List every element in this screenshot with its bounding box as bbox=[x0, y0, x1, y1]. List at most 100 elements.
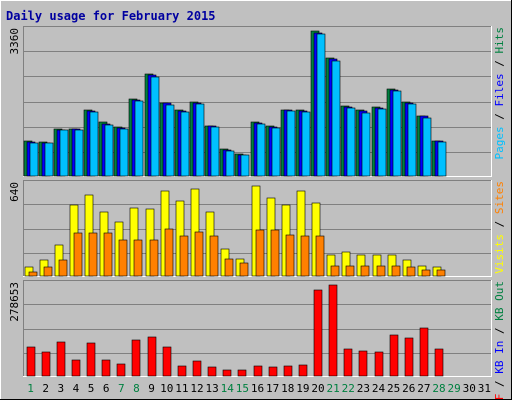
bar-pages-day-23 bbox=[361, 112, 371, 177]
bar-sites-day-8 bbox=[133, 239, 143, 277]
bar-sites-day-27 bbox=[421, 269, 431, 277]
x-tick-label-day-2: 2 bbox=[42, 382, 49, 395]
bar-pages-day-16 bbox=[256, 123, 266, 177]
x-tick-label-day-12: 12 bbox=[190, 382, 203, 395]
bar-sites-day-21 bbox=[330, 265, 340, 277]
legend-item: Files bbox=[493, 73, 506, 106]
bar-pages-day-27 bbox=[422, 117, 432, 177]
bar-sites-day-22 bbox=[345, 265, 355, 277]
bar-sites-day-12 bbox=[194, 231, 204, 277]
bar-kb-f-day-10 bbox=[162, 346, 172, 377]
bar-kb-f-day-28 bbox=[434, 348, 444, 377]
legend-item: Pages bbox=[493, 126, 506, 159]
bar-sites-day-17 bbox=[270, 229, 280, 277]
y-axis-max-label-bottom: 278653 bbox=[8, 282, 21, 322]
bar-kb-f-day-3 bbox=[56, 341, 66, 377]
bar-pages-day-4 bbox=[74, 129, 84, 177]
bar-kb-f-day-25 bbox=[389, 334, 399, 377]
x-tick-label-day-11: 11 bbox=[175, 382, 188, 395]
legend-item: KB F bbox=[493, 394, 506, 400]
bar-pages-day-12 bbox=[195, 103, 205, 177]
x-tick-label-day-16: 16 bbox=[251, 382, 264, 395]
x-tick-label-day-25: 25 bbox=[387, 382, 400, 395]
bar-sites-day-9 bbox=[149, 239, 159, 277]
x-tick-label-day-17: 17 bbox=[266, 382, 279, 395]
bar-kb-f-day-13 bbox=[207, 366, 217, 377]
legend-item: Sites bbox=[493, 181, 506, 214]
bar-pages-day-21 bbox=[331, 60, 341, 177]
bar-kb-f-day-23 bbox=[358, 350, 368, 377]
bar-kb-f-day-16 bbox=[253, 365, 263, 377]
legend-item: Hits bbox=[493, 27, 506, 54]
bar-pages-day-18 bbox=[286, 110, 296, 177]
bar-kb-f-day-19 bbox=[298, 364, 308, 377]
x-tick-label-day-13: 13 bbox=[205, 382, 218, 395]
x-tick-label-day-14: 14 bbox=[221, 382, 235, 395]
x-tick-label-day-28: 28 bbox=[432, 382, 445, 395]
bar-pages-day-10 bbox=[165, 104, 175, 177]
bar-kb-f-day-18 bbox=[283, 365, 293, 377]
bar-kb-f-day-1 bbox=[26, 346, 36, 377]
bar-sites-day-15 bbox=[239, 262, 249, 277]
legend-item: KB Out bbox=[493, 281, 506, 321]
x-tick-label-day-4: 4 bbox=[73, 382, 80, 395]
legend-item: / bbox=[493, 321, 506, 341]
panel-top: 3360 Pages / Files / Hits bbox=[8, 26, 506, 177]
x-tick-label-day-21: 21 bbox=[327, 382, 340, 395]
bar-sites-day-20 bbox=[315, 235, 325, 277]
bar-sites-day-5 bbox=[88, 232, 98, 277]
bar-pages-day-14 bbox=[225, 150, 235, 177]
bar-kb-f-day-14 bbox=[222, 369, 232, 377]
bar-kb-f-day-24 bbox=[374, 351, 384, 377]
x-tick-label-day-3: 3 bbox=[58, 382, 65, 395]
y-axis-max-label-middle: 640 bbox=[8, 182, 21, 202]
legend-item: Visits bbox=[493, 234, 506, 274]
bar-sites-day-25 bbox=[391, 265, 401, 277]
legend-item: KB In bbox=[493, 341, 506, 374]
bar-pages-day-20 bbox=[316, 33, 326, 177]
x-tick-label-day-26: 26 bbox=[402, 382, 415, 395]
x-tick-label-day-29: 29 bbox=[448, 382, 461, 395]
bar-pages-day-7 bbox=[119, 128, 129, 177]
bar-kb-f-day-2 bbox=[41, 351, 51, 377]
x-tick-label-day-23: 23 bbox=[357, 382, 370, 395]
x-tick-label-day-10: 10 bbox=[160, 382, 173, 395]
bar-pages-day-9 bbox=[150, 76, 160, 177]
bar-pages-day-2 bbox=[44, 142, 54, 177]
bar-sites-day-28 bbox=[436, 269, 446, 277]
bar-kb-f-day-17 bbox=[268, 366, 278, 377]
bar-kb-f-day-11 bbox=[177, 365, 187, 377]
bar-kb-f-day-26 bbox=[404, 337, 414, 377]
bar-sites-day-16 bbox=[255, 229, 265, 277]
bar-sites-day-3 bbox=[58, 259, 68, 277]
bar-sites-day-24 bbox=[376, 265, 386, 277]
x-tick-label-day-15: 15 bbox=[236, 382, 249, 395]
x-tick-label-day-6: 6 bbox=[103, 382, 110, 395]
bar-pages-day-8 bbox=[134, 100, 144, 177]
bar-pages-day-13 bbox=[210, 126, 220, 177]
bar-pages-day-19 bbox=[301, 111, 311, 177]
bar-sites-day-13 bbox=[209, 235, 219, 277]
legend-item: / bbox=[493, 374, 506, 394]
x-tick-label-day-7: 7 bbox=[118, 382, 125, 395]
bar-kb-f-day-7 bbox=[116, 363, 126, 377]
bar-pages-day-15 bbox=[240, 154, 250, 177]
bar-sites-day-7 bbox=[118, 239, 128, 277]
bar-kb-f-day-12 bbox=[192, 360, 202, 377]
bar-pages-day-28 bbox=[437, 141, 447, 177]
bar-kb-f-day-4 bbox=[71, 359, 81, 377]
bar-kb-f-day-6 bbox=[101, 359, 111, 377]
panel-bottom: 278653 KB F / KB In / KB Out bbox=[8, 280, 506, 400]
x-tick-label-day-20: 20 bbox=[311, 382, 324, 395]
legend-item: / bbox=[493, 214, 506, 234]
bar-pages-day-24 bbox=[377, 108, 387, 177]
bar-pages-day-1 bbox=[29, 142, 39, 177]
bar-sites-day-6 bbox=[103, 232, 113, 277]
x-tick-label-day-30: 30 bbox=[463, 382, 476, 395]
bar-kb-f-day-5 bbox=[86, 342, 96, 377]
legend-top: Pages / Files / Hits bbox=[493, 27, 506, 160]
bar-pages-day-25 bbox=[392, 90, 402, 177]
legend-middle: Visits / Sites bbox=[493, 181, 506, 274]
